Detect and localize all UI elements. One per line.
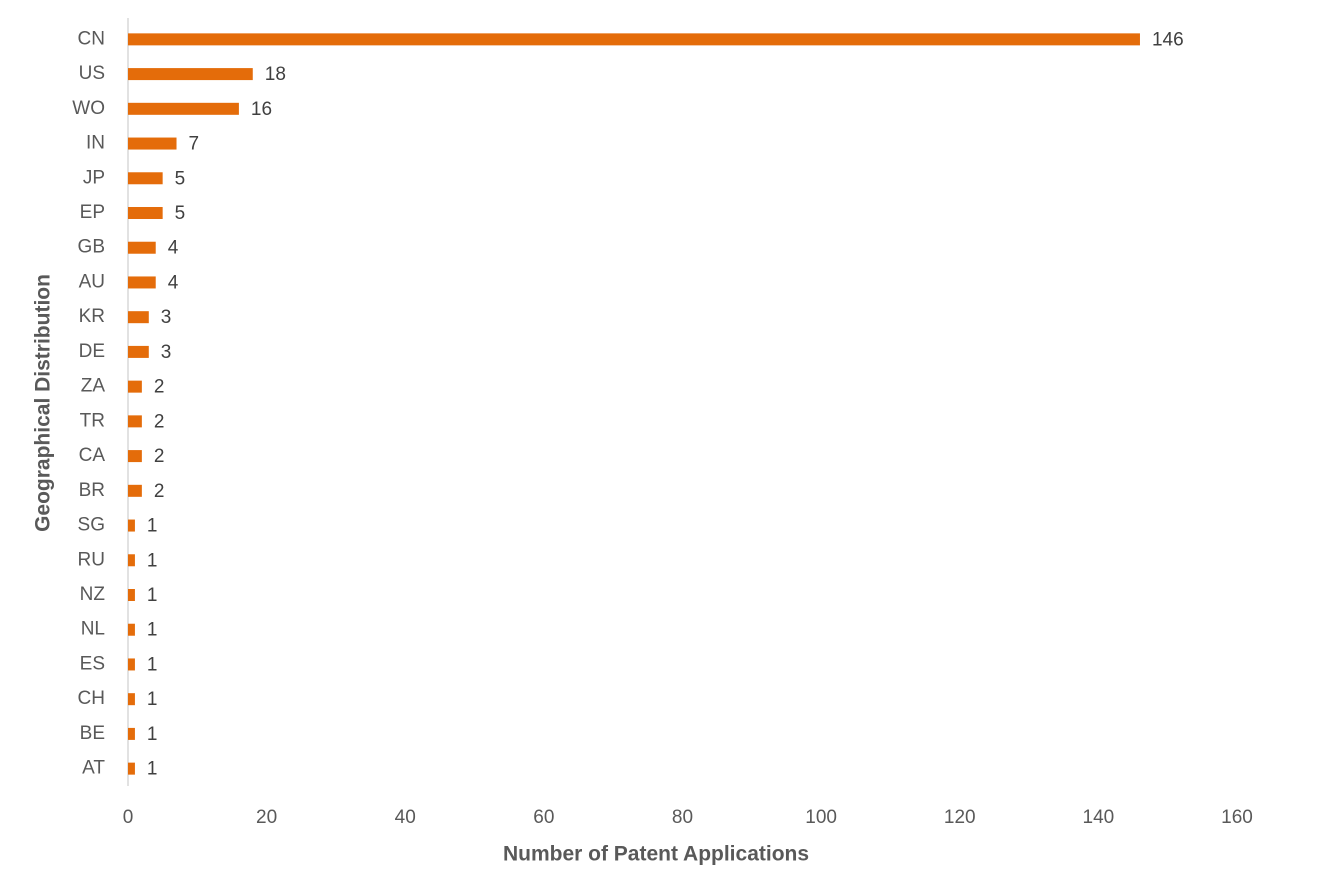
bar — [128, 658, 135, 671]
bar — [128, 172, 163, 185]
bar — [128, 68, 253, 81]
y-tick-label: NL — [81, 619, 105, 640]
y-tick-label: DE — [79, 341, 105, 362]
y-tick-label: GB — [78, 237, 105, 258]
data-label: 4 — [168, 238, 179, 259]
data-label: 1 — [147, 724, 158, 745]
bar — [128, 519, 135, 532]
y-tick-label: ZA — [81, 376, 106, 397]
bar — [128, 345, 149, 358]
data-label: 5 — [175, 203, 186, 224]
y-tick-label: AT — [82, 758, 105, 779]
data-label: 1 — [147, 516, 158, 537]
y-tick-label: KR — [79, 306, 105, 327]
data-label: 18 — [265, 64, 286, 85]
bar — [128, 762, 135, 775]
data-label: 2 — [154, 377, 165, 398]
bar — [128, 241, 156, 254]
y-tick-label: RU — [78, 549, 105, 570]
x-tick-label: 20 — [256, 807, 277, 828]
bar — [128, 693, 135, 706]
x-tick-label: 140 — [1083, 807, 1115, 828]
y-tick-label: AU — [79, 271, 105, 292]
bar — [128, 380, 142, 393]
bar — [128, 276, 156, 289]
y-tick-label: WO — [72, 98, 105, 119]
bar — [128, 484, 142, 497]
x-tick-label: 40 — [395, 807, 416, 828]
x-tick-label: 0 — [123, 807, 134, 828]
data-label: 146 — [1152, 29, 1184, 50]
data-label: 2 — [154, 481, 165, 502]
bar — [128, 415, 142, 428]
y-tick-label: TR — [80, 410, 105, 431]
x-tick-label: 80 — [672, 807, 693, 828]
y-tick-label: JP — [83, 167, 105, 188]
bar — [128, 311, 149, 324]
x-tick-label: 120 — [944, 807, 976, 828]
data-label: 1 — [147, 689, 158, 710]
data-label: 1 — [147, 550, 158, 571]
x-axis-title: Number of Patent Applications — [503, 843, 809, 866]
y-tick-label: EP — [80, 202, 105, 223]
y-tick-label: CA — [79, 445, 106, 466]
y-tick-label: BE — [80, 723, 105, 744]
y-tick-label: BR — [79, 480, 105, 501]
y-tick-label: SG — [78, 515, 105, 536]
data-label: 2 — [154, 411, 165, 432]
y-axis-title: Geographical Distribution — [32, 274, 55, 532]
data-label: 4 — [168, 272, 179, 293]
y-tick-label: IN — [86, 133, 105, 154]
y-tick-label: NZ — [80, 584, 106, 605]
bar — [128, 450, 142, 463]
bar — [128, 207, 163, 219]
data-label: 1 — [147, 759, 158, 780]
bar — [128, 589, 135, 601]
y-tick-label: ES — [80, 653, 105, 674]
bar — [128, 623, 135, 636]
bar — [128, 102, 239, 115]
data-label: 5 — [175, 168, 186, 189]
bar — [128, 137, 177, 150]
bar — [128, 727, 135, 740]
x-tick-label: 160 — [1221, 807, 1253, 828]
bar — [128, 33, 1140, 46]
y-tick-label: CH — [78, 688, 105, 709]
data-label: 7 — [189, 134, 200, 155]
bar — [128, 554, 135, 567]
data-label: 1 — [147, 654, 158, 675]
data-label: 1 — [147, 585, 158, 606]
data-label: 1 — [147, 620, 158, 641]
y-tick-label: US — [79, 63, 105, 84]
y-tick-label: CN — [78, 28, 105, 49]
data-label: 2 — [154, 446, 165, 467]
data-label: 3 — [161, 307, 172, 328]
data-label: 16 — [251, 99, 272, 120]
x-tick-label: 100 — [805, 807, 837, 828]
data-label: 3 — [161, 342, 172, 363]
x-tick-label: 60 — [533, 807, 554, 828]
